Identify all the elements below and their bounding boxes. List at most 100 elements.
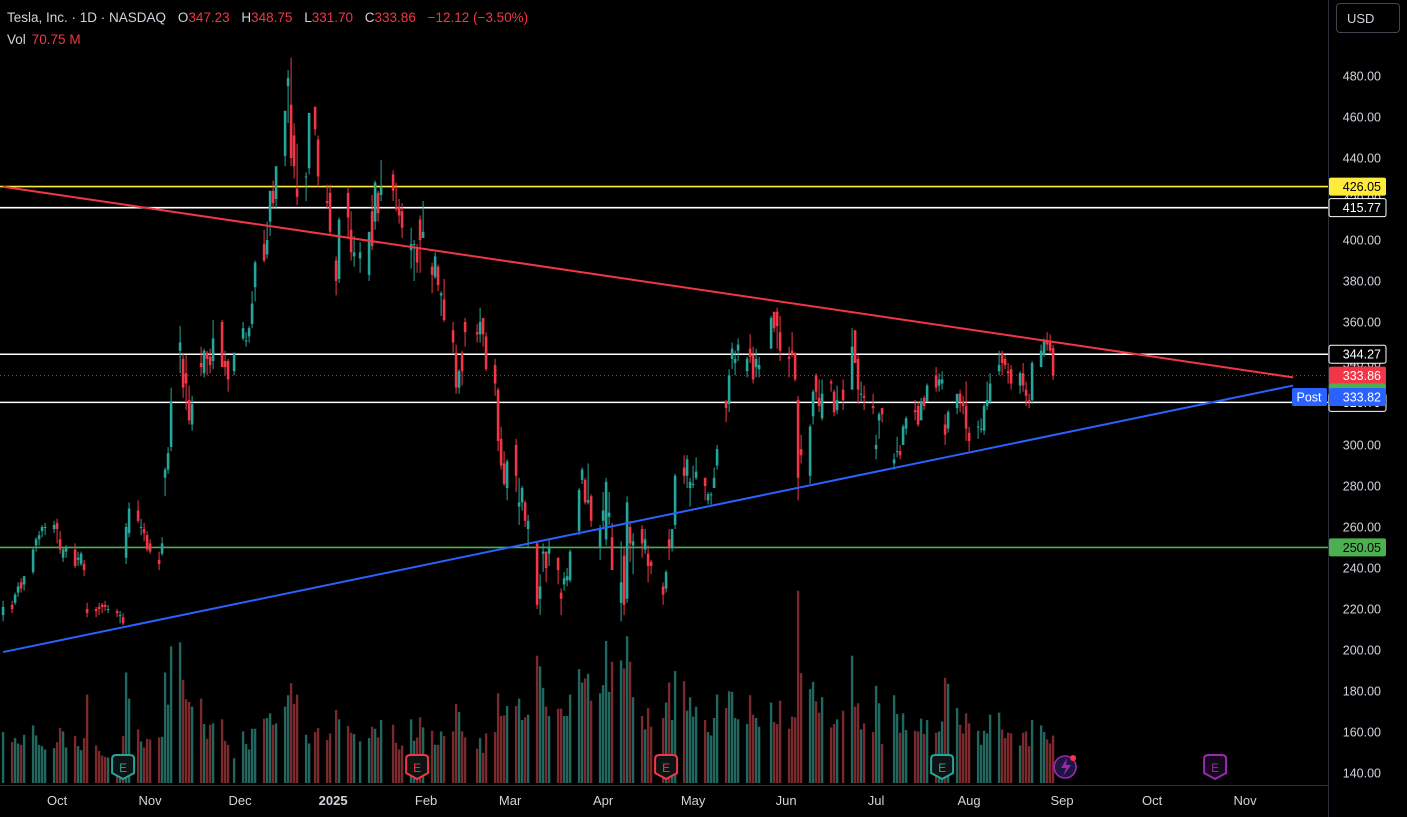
volume-bar xyxy=(265,718,269,783)
post-price-badge[interactable] xyxy=(1329,388,1386,406)
price-axis-badge[interactable]: 333.86 xyxy=(1329,366,1386,385)
candle xyxy=(754,348,758,378)
volume-bar xyxy=(85,694,89,783)
candle xyxy=(856,354,860,404)
candle-body xyxy=(937,379,941,386)
candle xyxy=(208,348,212,374)
candle xyxy=(961,395,965,415)
volume-bar xyxy=(799,673,803,783)
candle xyxy=(538,574,542,616)
price-axis-badge[interactable]: 415.77 xyxy=(1328,198,1387,218)
x-tick-label: Sep xyxy=(1051,793,1074,808)
candle xyxy=(703,477,707,501)
volume-bar xyxy=(598,693,602,783)
volume-bar xyxy=(292,703,296,783)
candle-body xyxy=(985,399,989,407)
candle xyxy=(220,319,224,368)
candle-body xyxy=(1027,399,1031,402)
candle xyxy=(610,522,614,571)
candle xyxy=(895,436,899,458)
candle xyxy=(394,182,398,212)
candle-body xyxy=(757,365,761,370)
price-axis-badge[interactable]: 250.05 xyxy=(1329,538,1386,557)
volume-bar xyxy=(202,724,206,783)
volume-bar xyxy=(37,744,41,783)
candle-body xyxy=(982,406,986,431)
earnings-event-icon[interactable]: E xyxy=(1203,754,1228,781)
candle-body xyxy=(541,551,545,554)
candle xyxy=(517,477,521,525)
candle xyxy=(502,451,506,486)
candle xyxy=(13,592,17,605)
candle xyxy=(181,352,185,398)
candle xyxy=(499,426,503,470)
time-axis[interactable] xyxy=(0,785,1328,817)
candle xyxy=(496,387,500,452)
volume-bar xyxy=(400,745,404,783)
candle xyxy=(1027,393,1031,409)
volume-value: 70.75 M xyxy=(31,32,81,47)
notification-dot xyxy=(1070,755,1077,761)
low-label: L xyxy=(304,10,312,25)
candle xyxy=(835,385,839,415)
volume-bar xyxy=(349,732,353,783)
volume-bar xyxy=(16,743,20,783)
price-axis-badge[interactable]: 426.05 xyxy=(1329,177,1386,196)
volume-bar xyxy=(976,730,980,783)
support-trendline[interactable] xyxy=(2,384,1294,654)
candle-body xyxy=(457,371,461,388)
volume-bar xyxy=(442,736,446,783)
event-marker xyxy=(1203,754,1228,781)
candle-body xyxy=(79,553,83,564)
x-tick-label: Nov xyxy=(139,793,163,808)
candle xyxy=(829,379,833,392)
volume-bar xyxy=(1021,732,1025,783)
candlestick-series xyxy=(1,57,1055,626)
candle xyxy=(418,215,422,273)
volume-bar xyxy=(73,736,77,783)
candle-body xyxy=(724,401,728,409)
price-axis-badge[interactable]: 344.27 xyxy=(1328,344,1387,364)
volume-label[interactable]: Vol xyxy=(7,32,26,47)
candle-body xyxy=(820,393,824,419)
volume-bar xyxy=(31,725,35,783)
candle-body xyxy=(454,352,458,388)
resistance-trendline[interactable] xyxy=(2,185,1294,379)
candle-body xyxy=(100,604,104,607)
earnings-event-icon[interactable]: E xyxy=(930,754,955,781)
candle-body xyxy=(799,449,803,456)
candle-body xyxy=(877,414,881,421)
candle-body xyxy=(13,594,17,603)
candle xyxy=(226,358,230,392)
volume-bar xyxy=(715,694,719,783)
x-tick-label: Dec xyxy=(229,793,253,808)
candle xyxy=(946,410,950,433)
candle-body xyxy=(265,240,269,255)
volume-bar xyxy=(1045,739,1049,783)
volume-bar xyxy=(22,734,26,783)
earnings-event-icon[interactable]: E xyxy=(405,754,430,781)
symbol-title[interactable]: Tesla, Inc. · 1D · NASDAQ xyxy=(7,10,167,25)
candle xyxy=(31,547,35,575)
split-event-icon[interactable] xyxy=(1053,755,1077,779)
candle-body xyxy=(61,549,65,558)
candle-body xyxy=(436,266,440,286)
currency-button[interactable]: USD xyxy=(1336,3,1400,33)
earnings-event-icon[interactable]: E xyxy=(111,754,136,781)
event-marker xyxy=(654,754,679,781)
candle xyxy=(559,588,563,616)
volume-bar xyxy=(682,681,686,783)
earnings-event-icon[interactable]: E xyxy=(654,754,679,781)
volume-bar xyxy=(475,748,479,783)
candle xyxy=(979,418,983,433)
candle xyxy=(247,326,251,343)
candle-body xyxy=(286,78,290,87)
candle xyxy=(85,602,89,618)
open-label: O xyxy=(177,10,189,25)
volume-bar xyxy=(145,738,149,783)
candle xyxy=(643,529,647,554)
volume-bar xyxy=(859,729,863,783)
candle xyxy=(568,549,572,583)
candle-body xyxy=(10,604,14,609)
